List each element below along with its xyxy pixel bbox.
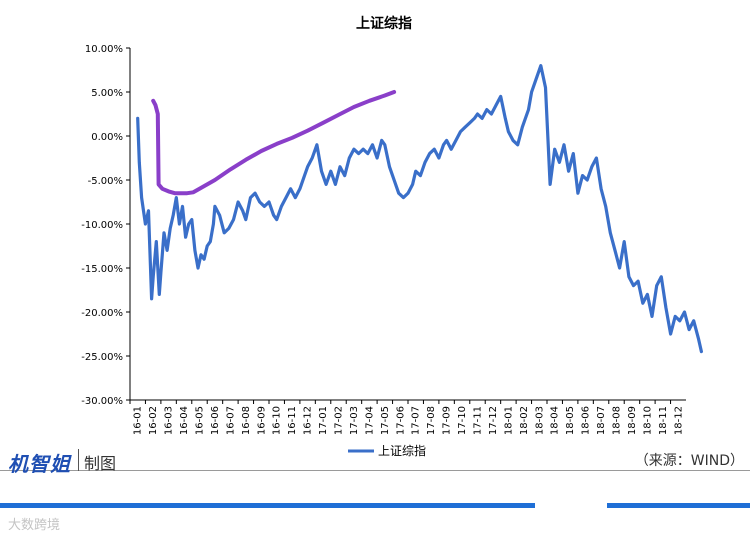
x-tick-label: 18-09 (627, 406, 638, 435)
chart-title: 上证综指 (356, 15, 412, 32)
y-tick-label: -15.00% (81, 264, 123, 275)
x-tick-label: 16-06 (210, 406, 221, 435)
x-tick-label: 17-02 (334, 406, 345, 435)
brand-suffix: 制图 (84, 454, 117, 473)
x-tick-label: 17-07 (411, 406, 422, 435)
source-note: （来源：WIND） (634, 453, 744, 469)
x-tick-label: 18-07 (596, 406, 607, 435)
y-tick-label: -20.00% (81, 308, 123, 319)
x-tick-label: 16-08 (241, 406, 252, 435)
y-tick-label: -10.00% (81, 220, 123, 231)
x-tick-label: 18-04 (550, 406, 561, 435)
footer-bar-left (0, 503, 535, 508)
x-tick-label: 17-05 (380, 406, 391, 435)
x-tick-label: 16-03 (164, 406, 175, 435)
legend-label: 上证综指 (378, 443, 426, 458)
x-tick-label: 18-06 (581, 406, 592, 435)
x-tick-label: 18-03 (534, 406, 545, 435)
x-tick-label: 17-11 (473, 406, 484, 435)
brand-logo: 机智姐 (8, 452, 71, 476)
x-tick-label: 16-01 (133, 406, 144, 435)
watermark: 大数跨境 (8, 518, 61, 533)
x-tick-label: 16-02 (148, 406, 159, 435)
y-tick-label: -30.00% (81, 396, 123, 407)
x-tick-label: 18-05 (565, 406, 576, 435)
x-tick-label: 17-10 (457, 406, 468, 435)
x-tick-label: 16-04 (179, 406, 190, 435)
x-tick-label: 17-04 (364, 406, 375, 435)
y-tick-label: 5.00% (91, 88, 123, 99)
y-tick-label: 0.00% (91, 132, 123, 143)
x-tick-label: 16-09 (256, 406, 267, 435)
x-tick-label: 18-11 (658, 406, 669, 435)
y-tick-label: -5.00% (88, 176, 123, 187)
x-tick-label: 16-07 (225, 406, 236, 435)
x-tick-label: 17-09 (442, 406, 453, 435)
x-tick-label: 16-05 (195, 406, 206, 435)
x-tick-label: 17-12 (488, 406, 499, 435)
plot-area (136, 63, 704, 354)
x-tick-label: 17-03 (349, 406, 360, 435)
legend: 上证综指 (348, 443, 426, 458)
x-tick-label: 17-06 (395, 406, 406, 435)
x-tick-label: 18-12 (673, 406, 684, 435)
x-tick-label: 18-10 (642, 406, 653, 435)
footer-bar-right (607, 503, 750, 508)
x-tick-label: 16-10 (272, 406, 283, 435)
x-tick-label: 16-11 (287, 406, 298, 435)
series-line (136, 63, 704, 354)
x-tick-label: 18-08 (612, 406, 623, 435)
annotation-stroke (151, 90, 397, 196)
x-tick-label: 18-01 (503, 406, 514, 435)
x-tick-label: 18-02 (519, 406, 530, 435)
x-tick-label: 16-12 (303, 406, 314, 435)
y-tick-label: 10.00% (85, 44, 123, 55)
y-tick-label: -25.00% (81, 352, 123, 363)
brand-separator (78, 449, 79, 471)
x-tick-label: 17-01 (318, 406, 329, 435)
x-tick-label: 17-08 (426, 406, 437, 435)
chart: 上证综指 10.00% 5.00% 0.00% -5.00% -10.00% -15.00… (81, 15, 704, 458)
footer-divider (0, 470, 750, 471)
axes: 10.00% 5.00% 0.00% -5.00% -10.00% -15.00% -20.… (81, 44, 686, 435)
